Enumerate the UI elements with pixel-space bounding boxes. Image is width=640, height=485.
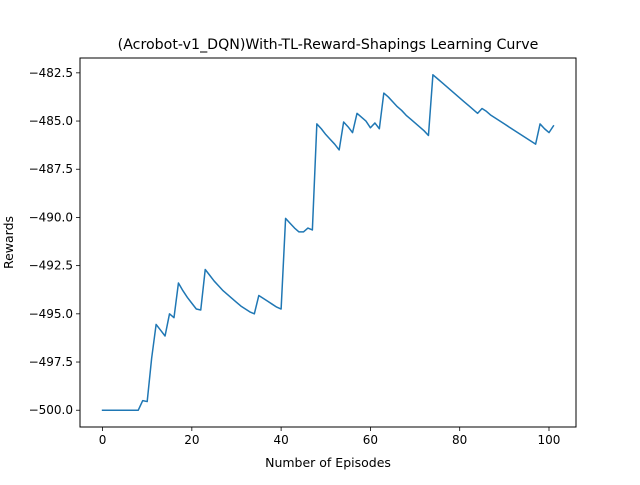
axes-frame: [79, 57, 577, 428]
x-tick-label: 100: [538, 433, 561, 447]
x-tick-label: 20: [184, 433, 199, 447]
y-tick-label: −487.5: [29, 162, 73, 176]
y-axis-label: Rewards: [1, 216, 16, 269]
y-tick-label: −492.5: [29, 259, 73, 273]
x-tick-label: 0: [99, 433, 107, 447]
x-tick-label: 40: [273, 433, 288, 447]
chart-title: (Acrobot-v1_DQN)With-TL-Reward-Shapings …: [118, 37, 539, 53]
x-tick-label: 80: [452, 433, 467, 447]
y-tick-label: −490.0: [29, 210, 73, 224]
x-tick-label: 60: [363, 433, 378, 447]
y-tick-label: −495.0: [29, 307, 73, 321]
series-line-0: [101, 74, 555, 411]
x-axis-label: Number of Episodes: [265, 455, 391, 470]
y-tick-label: −482.5: [29, 66, 73, 80]
y-tick-label: −497.5: [29, 355, 73, 369]
plot-area: [101, 74, 555, 411]
y-tick-label: −485.0: [29, 114, 73, 128]
y-axis: −500.0 −497.5 −495.0 −492.5 −490.0 −487.5 −485…: [29, 66, 80, 417]
x-axis: 0 20 40 60 80 100: [99, 427, 561, 447]
y-tick-label: −500.0: [29, 403, 73, 417]
